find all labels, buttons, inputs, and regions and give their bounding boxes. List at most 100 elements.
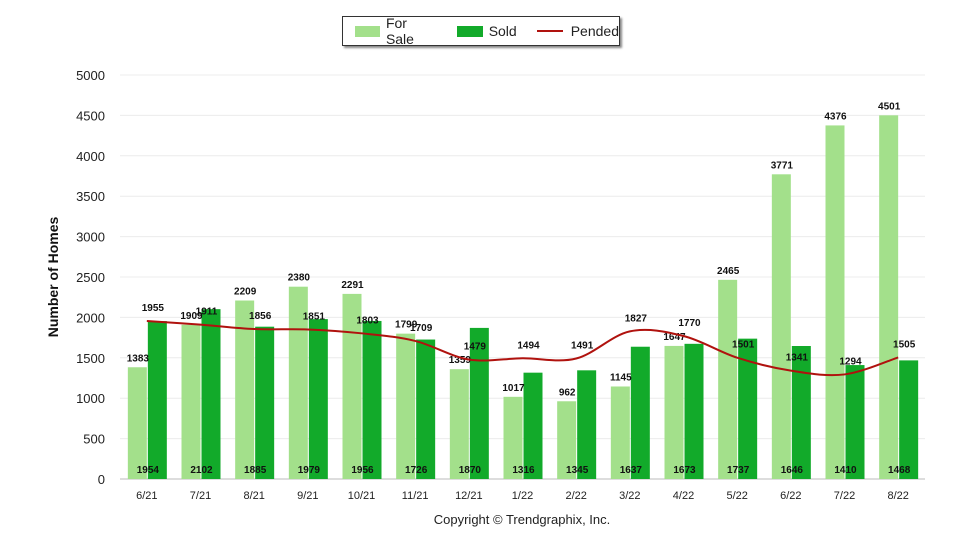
sold-label: 1726: [405, 465, 428, 476]
legend-item-for-sale: For Sale: [355, 15, 437, 47]
y-tick-label: 2000: [76, 310, 105, 325]
y-tick-label: 1500: [76, 351, 105, 366]
for-sale-label: 3771: [771, 160, 794, 171]
sold-bar: [523, 372, 543, 479]
legend-item-sold: Sold: [456, 23, 517, 39]
legend-label: Pended: [570, 23, 619, 39]
for-sale-label: 962: [559, 387, 576, 398]
y-axis-title: Number of Homes: [45, 217, 61, 338]
sold-label: 1954: [137, 465, 160, 476]
for-sale-label: 4376: [824, 111, 847, 122]
pended-label: 1494: [517, 340, 540, 351]
pended-label: 1827: [625, 313, 648, 324]
for-sale-label: 2380: [288, 273, 311, 284]
sold-label: 1885: [244, 465, 267, 476]
for-sale-bar: [127, 367, 147, 479]
x-tick-label: 8/21: [243, 490, 264, 502]
sold-bar: [738, 338, 758, 479]
x-tick-label: 9/21: [297, 490, 318, 502]
sold-swatch: [456, 25, 483, 37]
x-tick-label: 3/22: [619, 490, 640, 502]
legend: For Sale Sold Pended: [342, 15, 620, 47]
for-sale-bar: [718, 279, 738, 479]
y-tick-label: 4000: [76, 149, 105, 164]
for-sale-label: 2209: [234, 287, 257, 298]
pended-line: [146, 320, 899, 377]
x-tick-label: 11/21: [402, 490, 429, 502]
sold-bar: [469, 327, 489, 479]
sold-bar: [791, 346, 811, 479]
for-sale-bar: [181, 324, 201, 479]
pended-label: 1803: [356, 315, 379, 326]
sold-label: 1646: [781, 465, 804, 476]
pended-label: 1341: [786, 353, 809, 364]
legend-item-pended: Pended: [536, 23, 619, 39]
for-sale-label: 1145: [610, 372, 632, 383]
sold-bar: [147, 321, 167, 479]
for-sale-swatch: [355, 25, 380, 37]
sold-label: 1468: [888, 465, 911, 476]
x-tick-label: 2/22: [565, 490, 586, 502]
for-sale-label: 2291: [341, 280, 364, 291]
for-sale-bar: [288, 286, 308, 479]
x-tick-label: 5/22: [726, 490, 747, 502]
for-sale-label: 2465: [717, 266, 740, 277]
for-sale-bar: [449, 369, 469, 479]
pended-swatch: [536, 30, 563, 32]
y-tick-label: 500: [83, 432, 105, 447]
y-tick-label: 3000: [76, 230, 105, 245]
x-tick-label: 10/21: [348, 490, 376, 502]
x-tick-label: 7/21: [190, 490, 211, 502]
pended-label: 1851: [303, 311, 326, 322]
sold-label: 1956: [351, 465, 374, 476]
sold-bar: [577, 370, 597, 479]
for-sale-label: 1799: [395, 320, 418, 331]
for-sale-label: 1359: [449, 355, 472, 366]
y-tick-label: 4500: [76, 108, 105, 123]
x-tick-label: 6/21: [136, 490, 157, 502]
sold-label: 1979: [298, 465, 321, 476]
sold-bar: [684, 343, 704, 479]
sold-bar: [255, 326, 275, 479]
for-sale-bar: [235, 300, 255, 479]
sold-bar: [845, 365, 865, 479]
y-tick-label: 0: [98, 472, 105, 487]
sold-label: 1410: [834, 465, 857, 476]
sold-bar: [416, 339, 436, 479]
sold-label: 1673: [673, 465, 696, 476]
for-sale-bar: [342, 293, 362, 479]
x-tick-label: 4/22: [673, 490, 694, 502]
pended-label: 1955: [142, 303, 165, 314]
x-tick-label: 6/22: [780, 490, 801, 502]
pended-label: 1770: [678, 318, 701, 329]
pended-label: 1505: [893, 339, 916, 350]
pended-label: 1709: [410, 323, 433, 334]
sold-label: 1737: [727, 465, 750, 476]
for-sale-bar: [557, 401, 577, 479]
y-tick-label: 2500: [76, 270, 105, 285]
for-sale-label: 1383: [127, 353, 150, 364]
for-sale-bar: [610, 386, 630, 479]
sold-bar: [362, 320, 382, 479]
pended-label: 1479: [464, 341, 487, 352]
pended-label: 1501: [732, 340, 755, 351]
sold-label: 1637: [620, 465, 643, 476]
for-sale-bar: [879, 115, 899, 479]
x-tick-label: 1/22: [512, 490, 533, 502]
sold-bar: [899, 360, 919, 479]
for-sale-label: 1909: [180, 311, 203, 322]
legend-label: Sold: [488, 23, 517, 39]
x-tick-label: 7/22: [834, 490, 855, 502]
pended-label: 1491: [571, 341, 594, 352]
sold-bar: [201, 309, 221, 479]
sold-label: 1345: [566, 465, 589, 476]
for-sale-label: 4501: [878, 101, 901, 112]
y-tick-label: 1000: [76, 391, 105, 406]
for-sale-label: 1017: [502, 383, 525, 394]
pended-label: 1294: [839, 356, 862, 367]
sold-label: 2102: [190, 465, 213, 476]
for-sale-bar: [503, 396, 523, 479]
copyright-footer: Copyright © Trendgraphix, Inc.: [434, 512, 611, 527]
for-sale-bar: [664, 345, 684, 479]
